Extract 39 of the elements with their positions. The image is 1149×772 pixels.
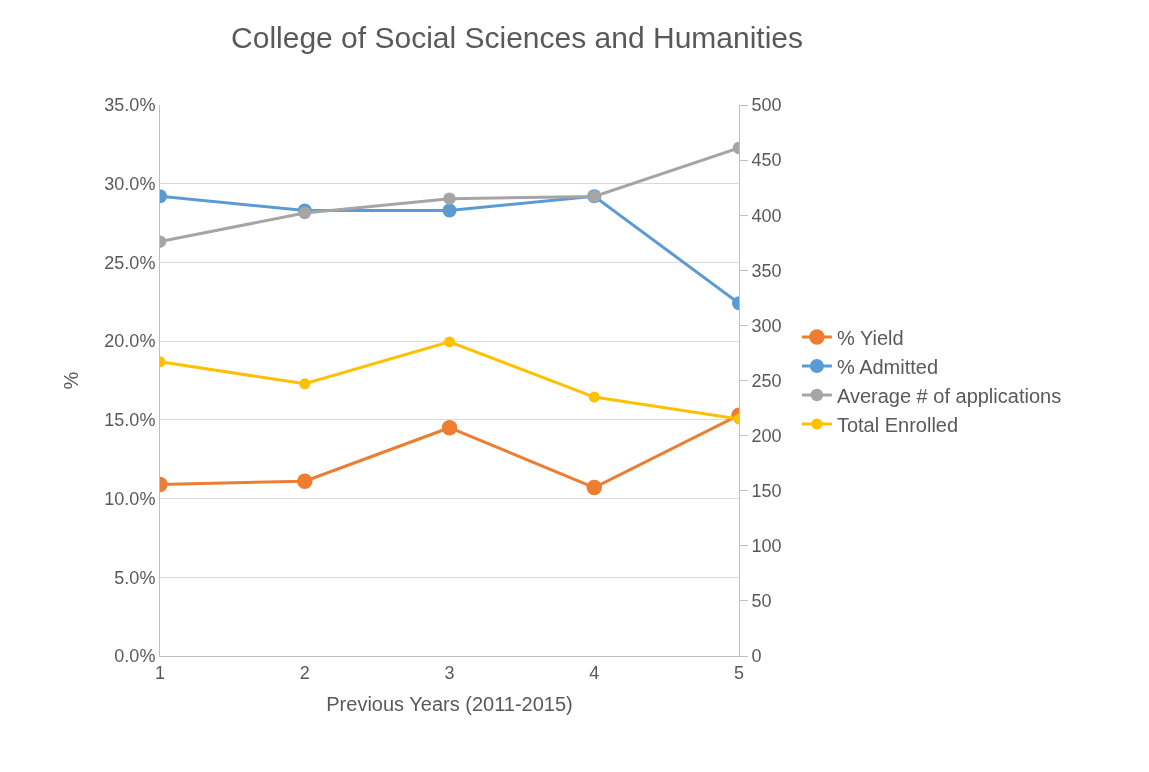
y2-tick-label: 200 [751, 425, 782, 446]
x-axis-title: Previous Years (2011-2015) [326, 693, 573, 716]
point [297, 473, 313, 489]
legend-label: Total Enrolled [836, 413, 959, 436]
x-tick-label: 1 [154, 662, 166, 683]
y2-tick-label: 50 [751, 591, 772, 612]
x-tick-label: 3 [444, 662, 455, 683]
point [442, 203, 457, 218]
legend-label: Average # of applications [836, 384, 1062, 407]
x-tick-label: 4 [589, 662, 600, 683]
y2-tick-label: 300 [751, 315, 782, 336]
legend-label: % Admitted [836, 355, 939, 378]
legend-label: % Yield [836, 326, 904, 349]
point [441, 419, 458, 436]
y-axis-title: % [59, 371, 82, 390]
y-tick-label: 30.0% [104, 174, 156, 195]
y2-tick-label: 450 [751, 150, 782, 171]
chart-title: College of Social Sciences and Humanities [231, 21, 804, 55]
point [444, 336, 455, 348]
point [588, 391, 600, 403]
x-tick-label: 2 [299, 662, 310, 683]
y-tick-label: 15.0% [104, 410, 156, 431]
y-tick-label: 25.0% [104, 252, 156, 273]
y-tick-label: 5.0% [114, 567, 156, 588]
y2-tick-label: 250 [751, 370, 782, 391]
y2-tick-label: 0 [751, 646, 762, 667]
y2-tick-label: 100 [751, 536, 782, 557]
y-tick-label: 0.0% [114, 646, 156, 667]
y2-tick-label: 400 [751, 205, 782, 226]
y-tick-label: 35.0% [104, 95, 156, 116]
x-tick-label: 5 [733, 662, 745, 683]
point [443, 192, 456, 205]
y-tick-label: 20.0% [104, 331, 156, 352]
point [586, 479, 602, 496]
y-tick-label: 10.0% [104, 488, 156, 509]
point [299, 378, 311, 390]
y2-tick-label: 150 [751, 481, 782, 501]
y2-tick-label: 500 [751, 95, 782, 116]
y2-tick-label: 350 [751, 260, 782, 281]
